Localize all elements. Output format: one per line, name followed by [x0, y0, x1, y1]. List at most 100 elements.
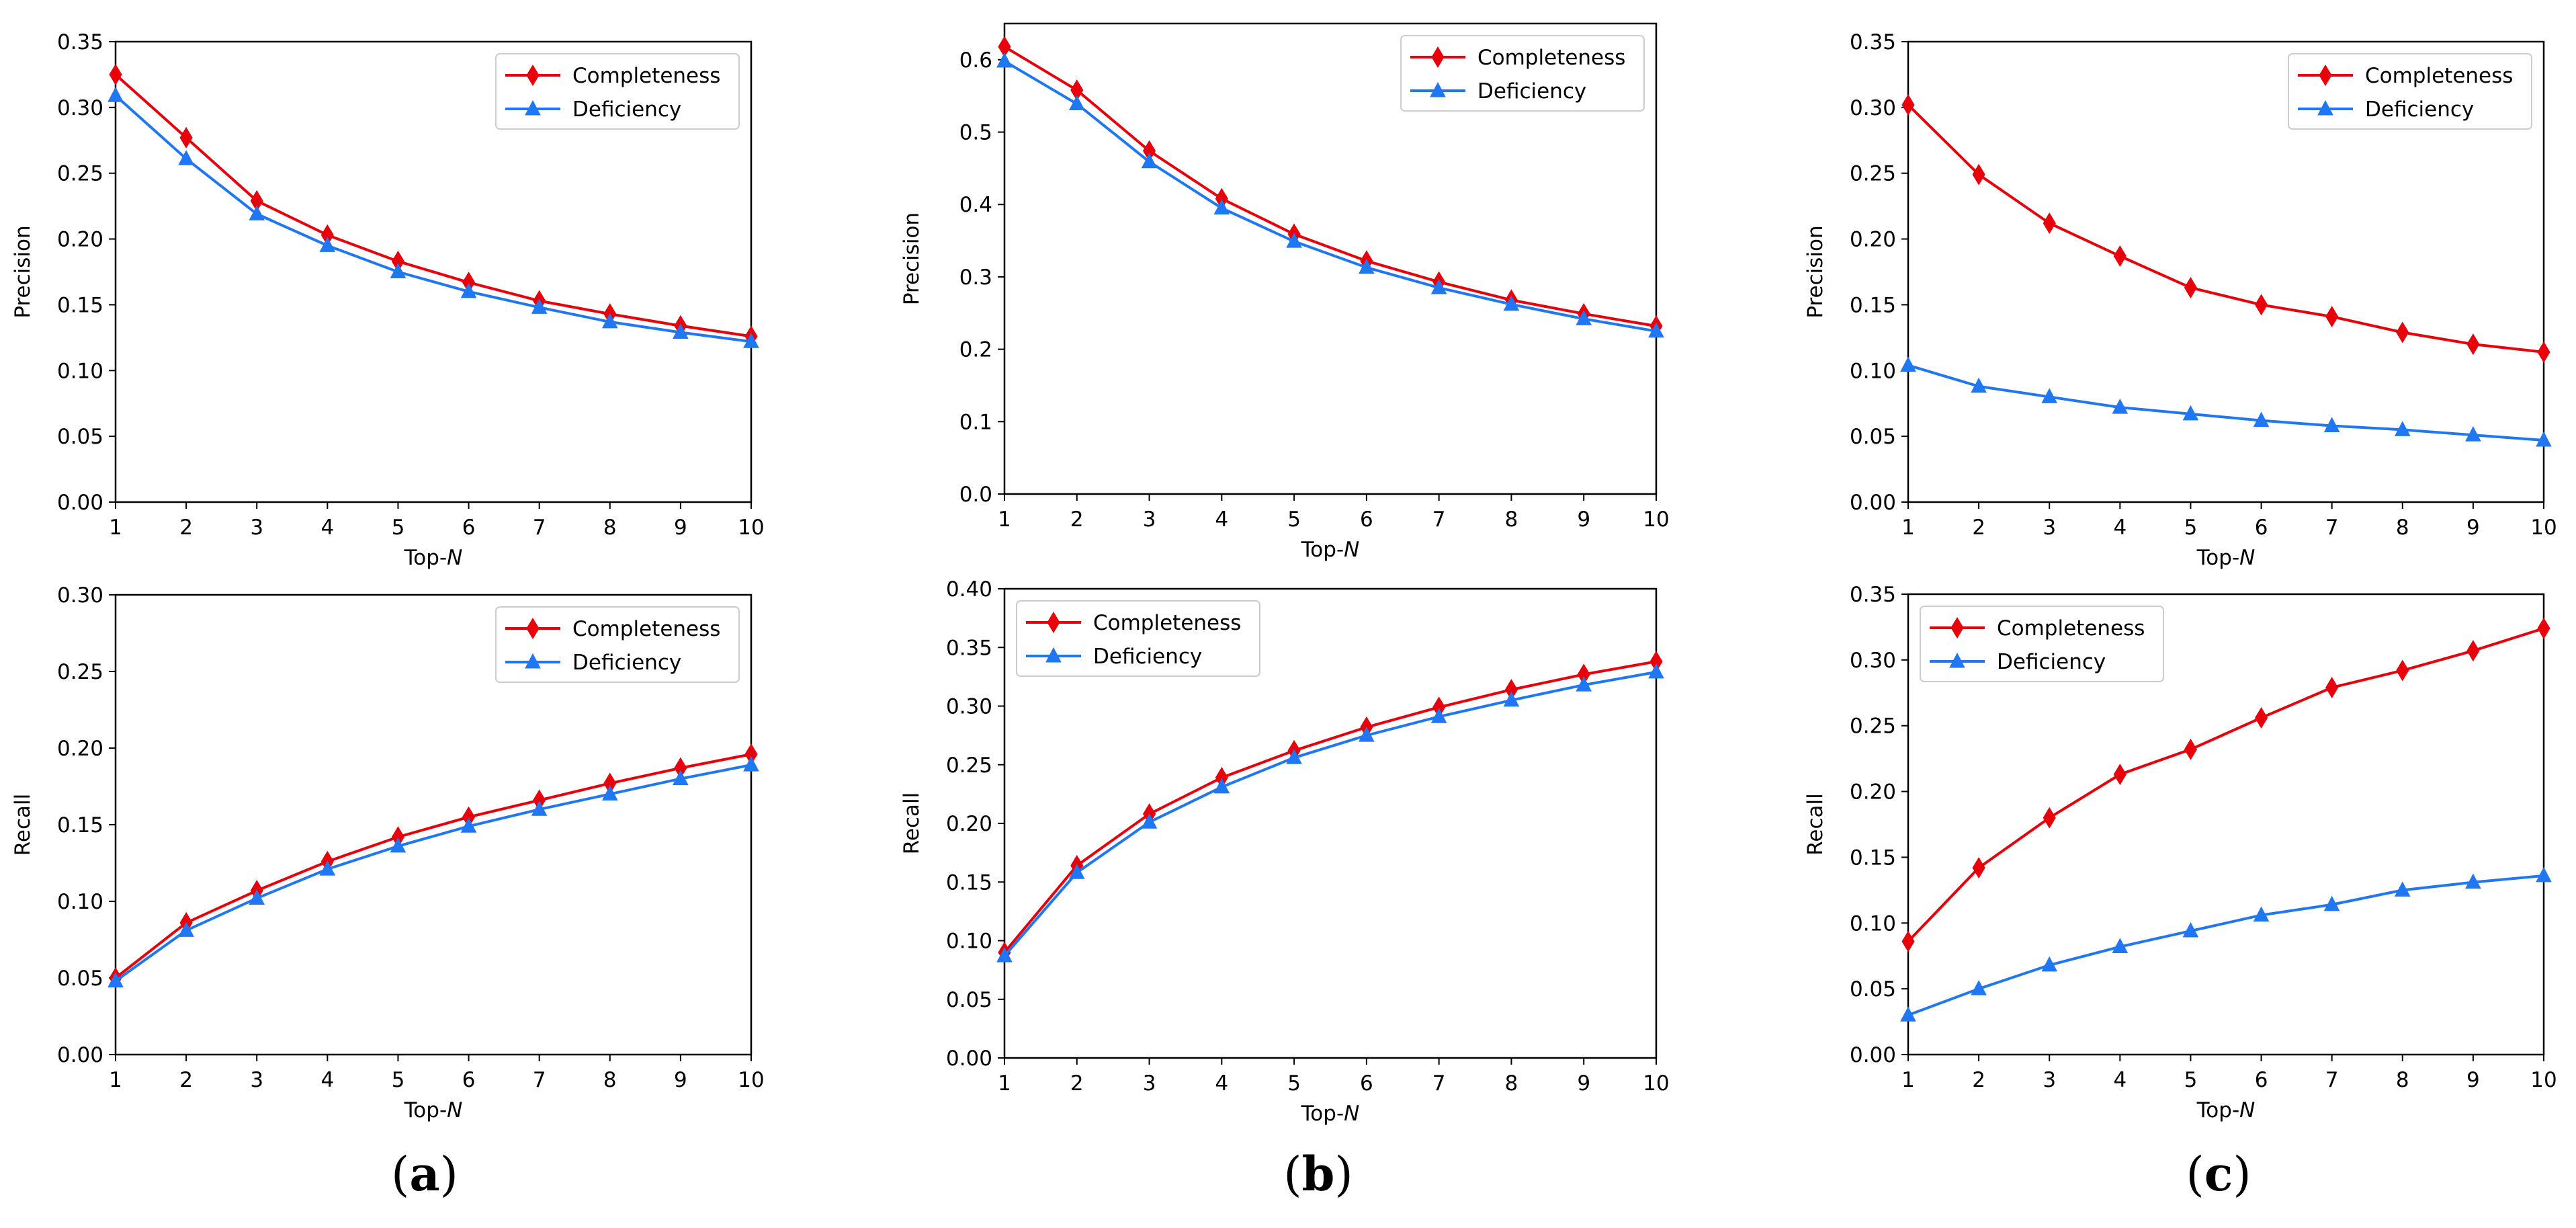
- y-tick-label: 0.10: [1850, 911, 1896, 936]
- x-tick-label: 2: [1972, 516, 1985, 540]
- data-point-triangle: [1359, 727, 1375, 742]
- data-point-diamond: [526, 618, 540, 639]
- data-point-triangle: [2253, 906, 2270, 922]
- y-axis-label: Precision: [11, 225, 35, 318]
- data-point-triangle: [390, 263, 406, 278]
- data-point-diamond: [2325, 306, 2339, 328]
- y-tick-label: 0.5: [959, 121, 992, 145]
- x-tick-label: 9: [674, 516, 687, 540]
- x-tick-label: 5: [1287, 507, 1301, 532]
- data-point-triangle: [601, 785, 618, 801]
- data-point-diamond: [2466, 333, 2480, 356]
- y-tick-label: 0.00: [1850, 1043, 1896, 1067]
- plot-frame: [114, 40, 753, 503]
- x-tick-label: 2: [1972, 1068, 1985, 1092]
- data-point-triangle: [2112, 399, 2129, 414]
- data-point-triangle: [1648, 322, 1664, 338]
- x-tick-label: 9: [2466, 1068, 2480, 1092]
- data-point-triangle: [743, 333, 759, 348]
- x-tick-label: 7: [533, 516, 546, 540]
- x-tick-label: 1: [998, 507, 1011, 532]
- x-tick-label: 5: [1287, 1071, 1301, 1096]
- data-point-diamond: [2396, 659, 2409, 682]
- y-tick-label: 0.0: [959, 483, 992, 507]
- x-tick-label: 8: [2396, 1068, 2409, 1092]
- x-axis-label: Top-N: [2196, 546, 2256, 570]
- x-tick-label: 4: [320, 516, 334, 540]
- data-point-triangle: [108, 972, 124, 988]
- series-line: [1003, 60, 1657, 333]
- data-point-triangle: [1576, 310, 1592, 325]
- data-point-diamond: [109, 63, 122, 85]
- data-point-triangle: [2536, 866, 2552, 883]
- data-point-triangle: [1213, 199, 1230, 215]
- x-tick-label: 1: [998, 1071, 1011, 1096]
- data-point-triangle: [743, 756, 759, 772]
- series-deficiency: [108, 87, 759, 348]
- x-tick-label: 2: [1070, 1071, 1084, 1096]
- data-point-triangle: [1213, 778, 1230, 794]
- chart-a-recall: 1 2 3 4 5 6 7 8 9 10 0.00 0.05 0.10 0.15 0.20 0.25 0.30 T…: [11, 583, 765, 1122]
- y-tick-label: 0.15: [946, 870, 992, 895]
- x-tick-label: 10: [1643, 507, 1669, 532]
- data-point-triangle: [531, 801, 548, 816]
- data-point-triangle: [1971, 377, 1987, 393]
- data-point-triangle: [2182, 922, 2199, 938]
- data-point-triangle: [108, 87, 124, 102]
- data-point-triangle: [319, 237, 336, 252]
- y-tick-label: 0.1: [959, 410, 992, 434]
- x-tick-label: 10: [2530, 516, 2557, 540]
- y-tick-label: 0.2: [959, 338, 992, 362]
- data-point-triangle: [2112, 938, 2129, 954]
- data-point-diamond: [1431, 46, 1445, 68]
- legend-label: Deficiency: [1477, 79, 1586, 104]
- x-tick-label: 1: [1901, 1068, 1915, 1092]
- data-point-diamond: [2043, 807, 2056, 829]
- legend-label: Completeness: [572, 64, 720, 88]
- y-tick-label: 0.15: [57, 813, 103, 837]
- data-point-triangle: [2394, 881, 2411, 897]
- data-point-triangle: [178, 150, 194, 165]
- x-tick-label: 10: [2530, 1068, 2557, 1092]
- data-point-triangle: [2465, 873, 2481, 889]
- series-completeness: [1901, 617, 2550, 952]
- y-tick-label: 0.40: [946, 577, 992, 602]
- y-axis-label: Recall: [900, 792, 924, 855]
- x-tick-label: 7: [1432, 507, 1446, 532]
- data-point-triangle: [525, 653, 541, 669]
- chart-a-precision: 1 2 3 4 5 6 7 8 9 10 0.00 0.05 0.10 0.15 0.20 0.25 0.30 0…: [11, 30, 765, 570]
- data-point-diamond: [2113, 245, 2127, 267]
- x-tick-label: 7: [1432, 1071, 1446, 1096]
- y-tick-label: 0.20: [1850, 780, 1896, 805]
- data-point-triangle: [1141, 153, 1158, 169]
- y-tick-label: 0.10: [57, 359, 103, 383]
- x-axis-label: Top-N: [404, 1098, 463, 1122]
- series-line: [1907, 626, 2544, 943]
- y-tick-label: 0.20: [1850, 228, 1896, 252]
- x-tick-label: 6: [1360, 507, 1373, 532]
- x-tick-label: 1: [109, 1068, 122, 1092]
- y-axis-label: Recall: [1803, 793, 1828, 856]
- series-completeness: [998, 651, 1663, 963]
- data-point-triangle: [2394, 421, 2411, 436]
- x-axis-label: Top-N: [1301, 538, 1360, 562]
- chart-b-precision: 1 2 3 4 5 6 7 8 9 10 0.0 0.1 0.2 0.3 0.4 0.5 0.6 Top-N Pre…: [900, 22, 1670, 562]
- series-completeness: [1901, 93, 2550, 363]
- x-tick-label: 3: [1143, 1071, 1156, 1096]
- chart-b-recall: 1 2 3 4 5 6 7 8 9 10 0.00 0.05 0.10 0.15 0.20 0.25 0.30 0…: [900, 577, 1670, 1126]
- series-line: [1907, 104, 2544, 354]
- y-tick-label: 0.25: [946, 753, 992, 778]
- series-line: [114, 73, 752, 338]
- y-tick-label: 0.20: [57, 228, 103, 252]
- x-axis-label: Top-N: [404, 546, 463, 570]
- data-point-triangle: [2182, 405, 2199, 421]
- x-tick-label: 6: [2255, 1068, 2268, 1092]
- y-tick-label: 0.15: [1850, 293, 1896, 317]
- legend-label: Completeness: [1093, 611, 1241, 635]
- series-deficiency: [108, 756, 759, 988]
- x-tick-label: 2: [1070, 507, 1084, 532]
- data-point-triangle: [2323, 895, 2340, 911]
- data-point-triangle: [2041, 956, 2058, 972]
- data-point-diamond: [1901, 930, 1915, 952]
- x-tick-label: 1: [109, 516, 122, 540]
